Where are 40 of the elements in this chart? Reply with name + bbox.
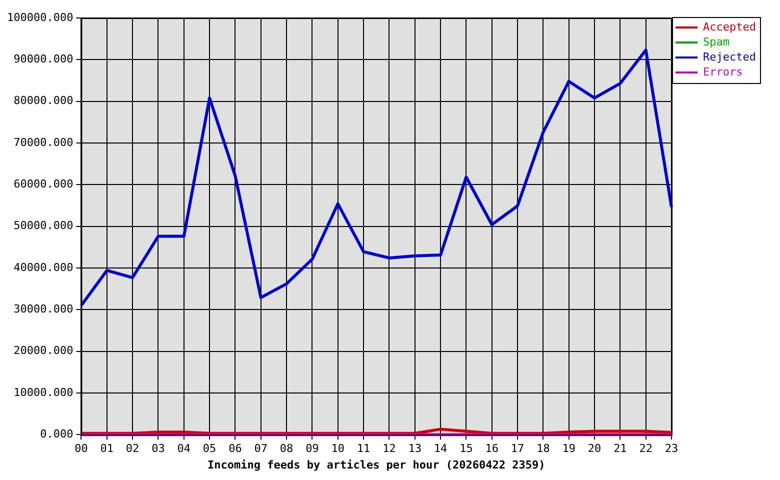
legend-label: Errors	[703, 65, 743, 78]
x-tick-label: 03	[152, 442, 165, 456]
legend-label: Rejected	[703, 50, 756, 64]
x-tick-label: 22	[639, 442, 652, 456]
y-tick-label: 20000.000	[14, 344, 74, 358]
y-tick-label: 80000.000	[14, 94, 74, 108]
y-tick-label: 10000.000	[14, 386, 74, 399]
x-tick-label: 17	[510, 442, 524, 456]
x-tick-label: 14	[434, 442, 448, 456]
x-tick-label: 13	[408, 442, 422, 456]
y-tick-label: 50000.000	[14, 219, 74, 232]
x-tick-label: 02	[126, 442, 140, 456]
x-tick-label: 16	[485, 442, 498, 456]
x-tick-label: 18	[536, 442, 550, 456]
y-tick-label: 60000.000	[14, 178, 74, 190]
x-tick-label: 05	[202, 442, 216, 456]
x-tick-label: 20	[588, 442, 602, 456]
x-tick-label: 15	[460, 442, 473, 456]
x-tick-label: 19	[562, 442, 576, 456]
y-tick-label: 0.000	[40, 427, 74, 440]
x-tick-label: 10	[331, 442, 344, 456]
x-tick-label: 12	[382, 442, 396, 456]
x-axis-title: Incoming feeds by articles per hour (20260422 2359)	[207, 458, 546, 472]
x-tick-label: 04	[177, 442, 191, 456]
y-tick-label: 90000.000	[14, 52, 74, 66]
legend-label: Spam	[703, 35, 730, 48]
x-tick-label: 11	[356, 442, 370, 456]
y-tick-label: 40000.000	[14, 260, 74, 274]
y-tick-label: 100000.000	[6, 10, 74, 24]
x-tick-label: 23	[664, 442, 678, 456]
y-tick-label: 30000.000	[14, 302, 74, 316]
legend-label: Accepted	[703, 20, 756, 34]
x-tick-label: 07	[254, 442, 268, 456]
x-tick-label: 08	[280, 442, 294, 456]
y-tick-label: 70000.000	[14, 136, 74, 149]
x-tick-label: 06	[228, 442, 242, 456]
x-tick-label: 00	[74, 442, 88, 456]
x-tick-label: 01	[100, 442, 114, 456]
x-tick-label: 09	[306, 442, 319, 456]
x-tick-label: 21	[614, 442, 627, 456]
